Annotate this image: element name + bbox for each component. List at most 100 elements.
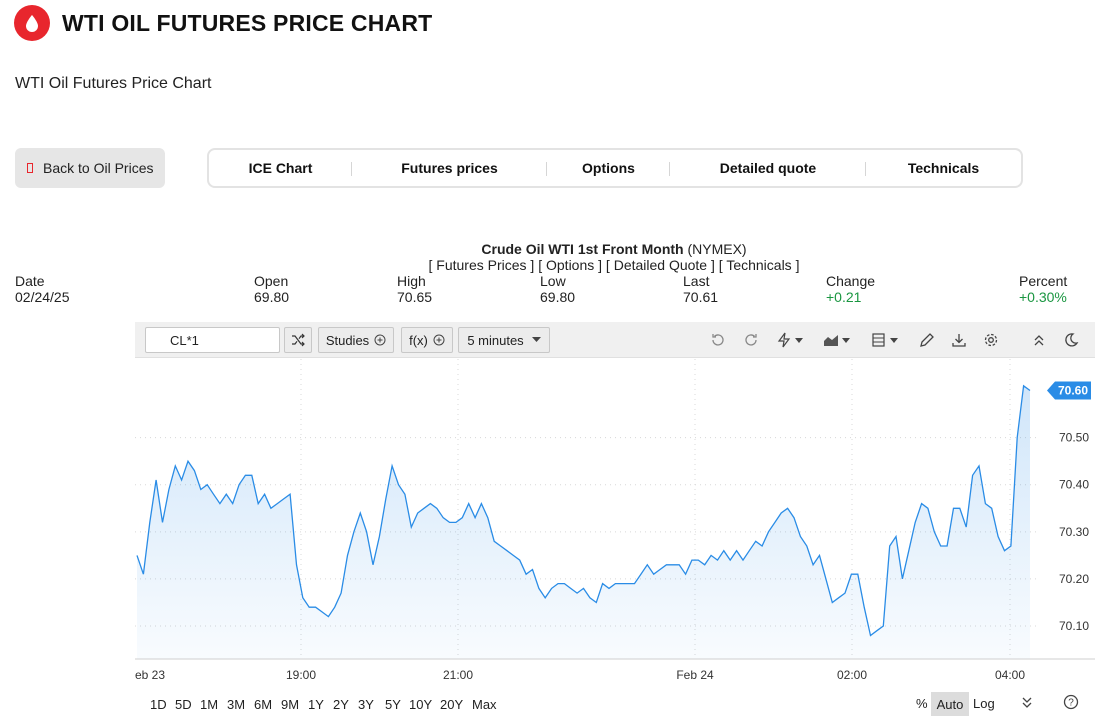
- range-button-9m[interactable]: 9M: [281, 697, 300, 712]
- quote-percent: Percent +0.30%: [1019, 273, 1067, 305]
- undo-icon[interactable]: [708, 330, 728, 350]
- auto-scale-toggle[interactable]: Auto: [931, 692, 969, 716]
- range-button-3m[interactable]: 3M: [227, 697, 246, 712]
- pencil-draw-icon[interactable]: [917, 330, 937, 350]
- back-to-oil-prices-button[interactable]: Back to Oil Prices: [15, 148, 165, 188]
- range-button-6m[interactable]: 6M: [254, 697, 273, 712]
- range-button-20y[interactable]: 20Y: [440, 697, 464, 712]
- x-tick-label: eb 23: [135, 668, 165, 682]
- page-title: WTI OIL FUTURES PRICE CHART: [62, 9, 433, 36]
- quote-value: 69.80: [540, 289, 576, 305]
- dark-mode-moon-icon[interactable]: [1061, 330, 1081, 350]
- quote-value: +0.21: [826, 289, 862, 305]
- shuffle-icon: [292, 333, 305, 347]
- range-button-1d[interactable]: 1D: [150, 697, 167, 712]
- price-line: [136, 384, 1031, 637]
- tab-detailed-quote[interactable]: Detailed quote: [670, 150, 866, 186]
- log-scale-toggle[interactable]: Log: [973, 696, 995, 711]
- link-futures-prices[interactable]: Futures Prices: [436, 257, 527, 273]
- quote-open: Open 69.80: [254, 273, 289, 305]
- last-price-label: 70.60: [1058, 384, 1088, 398]
- fx-button[interactable]: f(x): [401, 327, 453, 353]
- y-tick-label: 70.20: [1059, 572, 1089, 586]
- price-chart-plot[interactable]: eb 23 19:00 21:00 Feb 24 02:00 04:00 70.10 70.…: [135, 359, 1095, 689]
- quote-label: Last: [683, 273, 710, 289]
- x-tick-label: 02:00: [837, 668, 867, 682]
- plus-circle-icon: [433, 334, 445, 346]
- chevron-down-icon: [531, 337, 541, 342]
- last-price-marker: 70.60: [1047, 381, 1091, 400]
- instrument-name: Crude Oil WTI 1st Front Month: [481, 241, 684, 257]
- range-button-1y[interactable]: 1Y: [308, 697, 324, 712]
- quote-value: 02/24/25: [15, 289, 70, 305]
- tab-technicals[interactable]: Technicals: [907, 160, 980, 176]
- quote-value: 70.65: [397, 289, 433, 305]
- x-tick-label: 19:00: [286, 668, 316, 682]
- quote-label: Date: [15, 273, 45, 289]
- quote-label: Open: [254, 273, 289, 289]
- y-tick-label: 70.40: [1059, 478, 1089, 492]
- back-icon: [27, 163, 33, 173]
- range-bar: % Auto Log ? 1D 5D 1M 3M 6M 9M 1Y 2Y 3Y 5Y 10Y 20Y M…: [135, 690, 1095, 718]
- instrument-heading: Crude Oil WTI 1st Front Month (NYMEX): [0, 241, 1103, 257]
- y-tick-label: 70.50: [1059, 431, 1089, 445]
- quote-change: Change +0.21: [826, 273, 875, 305]
- fx-label: f(x): [409, 332, 428, 348]
- back-button-label: Back to Oil Prices: [43, 160, 154, 176]
- studies-button[interactable]: Studies: [318, 327, 394, 353]
- quote-last: Last 70.61: [683, 273, 718, 305]
- tab-options[interactable]: Options: [547, 150, 670, 186]
- quote-value: 70.61: [683, 289, 719, 305]
- svg-text:?: ?: [1068, 698, 1074, 709]
- range-button-2y[interactable]: 2Y: [333, 697, 349, 712]
- tab-bar: ICE Chart Futures prices Options Detaile…: [207, 148, 1023, 188]
- link-technicals[interactable]: Technicals: [726, 257, 792, 273]
- download-icon[interactable]: [949, 330, 969, 350]
- plus-circle-icon: [374, 334, 386, 346]
- x-tick-label: 04:00: [995, 668, 1025, 682]
- range-button-5y[interactable]: 5Y: [385, 697, 401, 712]
- tab-futures-prices[interactable]: Futures prices: [352, 150, 547, 186]
- interval-label: 5 minutes: [467, 332, 524, 348]
- link-detailed-quote[interactable]: Detailed Quote: [613, 257, 708, 273]
- gear-icon[interactable]: [981, 330, 1001, 350]
- y-tick-label: 70.10: [1059, 619, 1089, 633]
- redo-icon[interactable]: [741, 330, 761, 350]
- tab-ice-chart[interactable]: ICE Chart: [209, 150, 352, 186]
- range-button-5d[interactable]: 5D: [175, 697, 192, 712]
- range-button-3y[interactable]: 3Y: [358, 697, 374, 712]
- chart-widget: Studies f(x) 5 minutes: [135, 322, 1095, 720]
- price-area-fill: [137, 385, 1030, 659]
- event-markers-icon[interactable]: [775, 330, 807, 350]
- quote-label: Low: [540, 273, 566, 289]
- quote-label: High: [397, 273, 426, 289]
- quote-low: Low 69.80: [540, 273, 575, 305]
- chart-type-icon[interactable]: [822, 330, 854, 350]
- interval-select[interactable]: 5 minutes: [458, 327, 550, 353]
- quote-value: 69.80: [254, 289, 290, 305]
- quote-value: +0.30%: [1019, 289, 1067, 305]
- range-button-1m[interactable]: 1M: [200, 697, 219, 712]
- quote-high: High 70.65: [397, 273, 432, 305]
- symbol-search-input[interactable]: [145, 327, 280, 353]
- collapse-down-icon[interactable]: [1022, 696, 1032, 711]
- percent-scale-toggle[interactable]: %: [916, 696, 928, 711]
- range-button-10y[interactable]: 10Y: [409, 697, 433, 712]
- quote-date: Date 02/24/25: [15, 273, 70, 305]
- link-options[interactable]: Options: [546, 257, 595, 273]
- help-icon[interactable]: ?: [1063, 694, 1079, 713]
- layout-icon[interactable]: [870, 330, 902, 350]
- compare-symbol-button[interactable]: [284, 327, 312, 353]
- studies-label: Studies: [325, 332, 370, 348]
- y-tick-label: 70.30: [1059, 525, 1089, 539]
- oil-drop-logo-icon: [14, 5, 50, 41]
- chart-toolbar: Studies f(x) 5 minutes: [135, 322, 1095, 358]
- exchange-name: (NYMEX): [687, 241, 747, 257]
- x-tick-label: Feb 24: [676, 668, 714, 682]
- page-subtitle: WTI Oil Futures Price Chart: [15, 75, 212, 92]
- header: WTI OIL FUTURES PRICE CHART: [14, 4, 432, 42]
- collapse-up-icon[interactable]: [1029, 330, 1049, 350]
- quote-label: Percent: [1019, 273, 1068, 289]
- range-button-max[interactable]: Max: [472, 697, 497, 712]
- quote-label: Change: [826, 273, 876, 289]
